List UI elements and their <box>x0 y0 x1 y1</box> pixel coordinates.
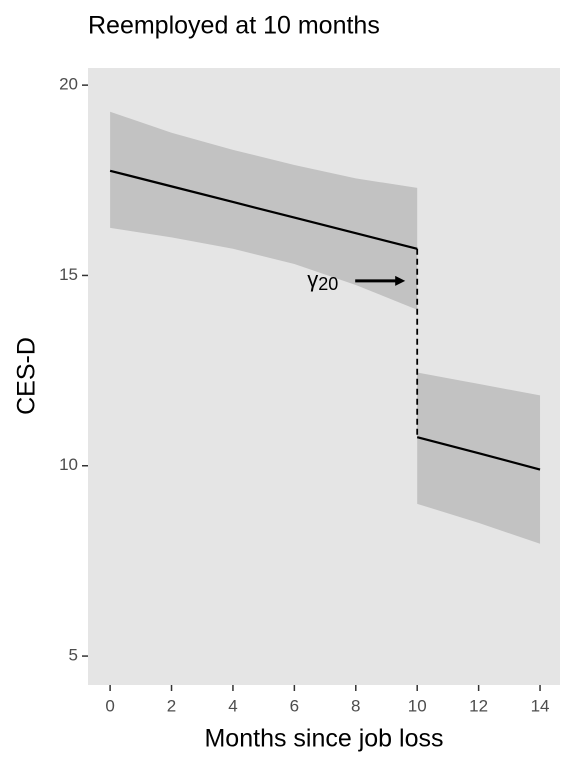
x-tick-label: 14 <box>531 696 550 715</box>
y-tick-label: 10 <box>59 455 78 474</box>
x-tick-label: 6 <box>290 696 299 715</box>
x-tick-label: 8 <box>351 696 360 715</box>
y-tick-label: 20 <box>59 75 78 94</box>
x-tick-label: 10 <box>408 696 427 715</box>
annotation-label: γ20 <box>307 267 338 294</box>
trend-line <box>109 169 418 250</box>
annotation-arrowhead <box>395 275 406 286</box>
y-axis-title: CES-D <box>13 337 41 415</box>
x-tick-label: 4 <box>228 696 237 715</box>
trend-line <box>416 436 541 471</box>
annotation-subscript: 20 <box>318 274 338 294</box>
y-tick-label: 5 <box>69 646 78 665</box>
x-tick-label: 2 <box>167 696 176 715</box>
x-tick-label: 0 <box>105 696 114 715</box>
annotation-symbol: γ <box>307 267 318 292</box>
x-tick-label: 12 <box>469 696 488 715</box>
chart-title: Reemployed at 10 months <box>88 12 380 40</box>
y-tick-label: 15 <box>59 265 78 284</box>
x-axis-title: Months since job loss <box>204 725 443 753</box>
confidence-band <box>417 372 541 544</box>
